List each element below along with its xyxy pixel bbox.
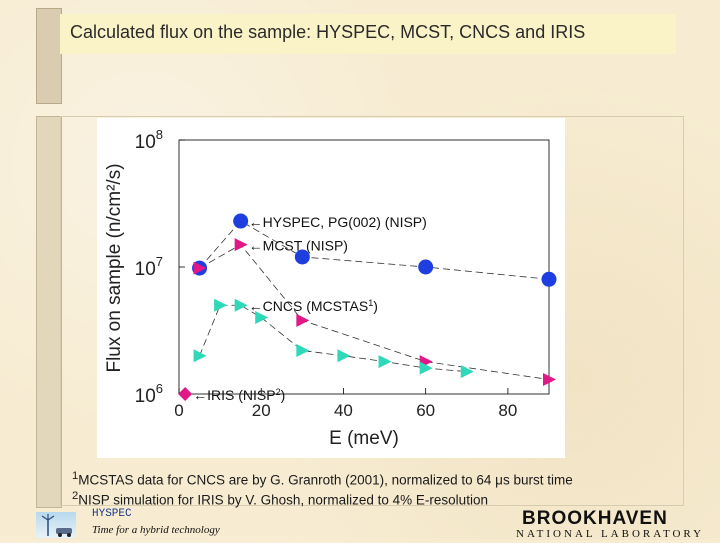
series-2-point-4 — [296, 344, 310, 358]
y-tick-base: 10 — [135, 259, 156, 280]
project-name: HYSPEC — [92, 508, 132, 520]
x-tick-label: 0 — [174, 401, 183, 420]
x-axis-label: E (meV) — [329, 428, 399, 449]
footnote-2-marker: 2 — [72, 490, 79, 502]
series-label-arrow: ← — [249, 298, 263, 314]
series-label-superscript: 2 — [276, 387, 281, 397]
lab-logo-name: BROOKHAVEN — [522, 508, 668, 529]
y-tick-base: 10 — [135, 386, 156, 407]
series-0-point-2 — [294, 249, 310, 265]
footnote-2-text: NISP simulation for IRIS by V. Ghosh, no… — [78, 492, 488, 508]
hyspec-logo-icon — [36, 512, 76, 538]
series-label-suffix: ) — [281, 387, 286, 403]
series-2-point-2 — [234, 298, 248, 312]
content-frame — [60, 116, 684, 506]
series-label-arrow: ← — [193, 387, 207, 403]
series-2-point-3 — [255, 311, 269, 325]
series-2-point-5 — [337, 349, 351, 363]
flux-chart: 0 20 40 60 80 108 107 106 ←HYSPEC, PG(002) (NISP… — [97, 118, 565, 458]
footnote-2: 2NISP simulation for IRIS by V. Ghosh, n… — [72, 490, 488, 508]
project-tagline: Time for a hybrid technology — [92, 524, 220, 536]
y-tick-base: 10 — [135, 132, 156, 153]
series-label-arrow: ← — [249, 238, 263, 254]
series-2-point-6 — [378, 355, 392, 369]
footnote-1-text: MCSTAS data for CNCS are by G. Granroth … — [78, 472, 573, 488]
y-tick-exponent: 8 — [156, 127, 163, 142]
footnote-1: 1MCSTAS data for CNCS are by G. Granroth… — [72, 470, 573, 488]
series-1-point-0 — [193, 261, 207, 275]
series-2-point-0 — [193, 349, 207, 363]
series-label-text: IRIS (NISP — [207, 387, 275, 403]
lab-logo-subtitle: NATIONAL LABORATORY — [516, 528, 705, 540]
title-box — [60, 14, 676, 54]
series-0-point-3 — [418, 259, 434, 275]
series-0-point-1 — [233, 213, 249, 229]
x-tick-label: 80 — [498, 401, 517, 420]
page-title: Calculated flux on the sample: HYSPEC, M… — [70, 22, 586, 42]
left-accent-bar-bottom — [36, 116, 62, 508]
left-accent-bar-top — [36, 8, 62, 104]
y-axis-label: Flux on sample (n/cm²/s) — [104, 163, 125, 372]
y-tick-exponent: 7 — [156, 254, 163, 269]
x-tick-label: 20 — [252, 401, 271, 420]
series-label-superscript: 1 — [368, 298, 373, 308]
footnote-1-marker: 1 — [72, 470, 79, 482]
y-tick-label: 107 — [135, 254, 163, 280]
series-label-text: HYSPEC, PG(002) (NISP) — [263, 214, 427, 230]
series-2-point-7 — [419, 361, 433, 375]
y-tick-label: 108 — [135, 127, 163, 153]
series-2-point-1 — [214, 298, 228, 312]
series-label-2: ←CNCS (MCSTAS1) — [249, 298, 378, 314]
plot-area — [178, 139, 550, 395]
series-1-point-4 — [543, 373, 556, 387]
series-label-suffix: ) — [373, 298, 378, 314]
x-tick-label: 40 — [334, 401, 353, 420]
series-1-point-1 — [234, 238, 248, 252]
series-label-text: MCST (NISP) — [263, 238, 348, 254]
series-3-point-0 — [178, 387, 193, 401]
y-tick-exponent: 6 — [156, 381, 163, 396]
series-1-point-2 — [296, 313, 310, 327]
series-label-0: ←HYSPEC, PG(002) (NISP) — [249, 214, 427, 230]
series-2-point-8 — [460, 365, 474, 379]
series-label-1: ←MCST (NISP) — [249, 238, 348, 254]
series-label-arrow: ← — [249, 214, 263, 230]
x-tick-label: 60 — [416, 401, 435, 420]
series-0-point-4 — [541, 271, 557, 287]
series-label-3: ←IRIS (NISP2) — [193, 387, 285, 403]
series-label-text: CNCS (MCSTAS — [263, 298, 369, 314]
y-tick-label: 106 — [135, 381, 163, 407]
